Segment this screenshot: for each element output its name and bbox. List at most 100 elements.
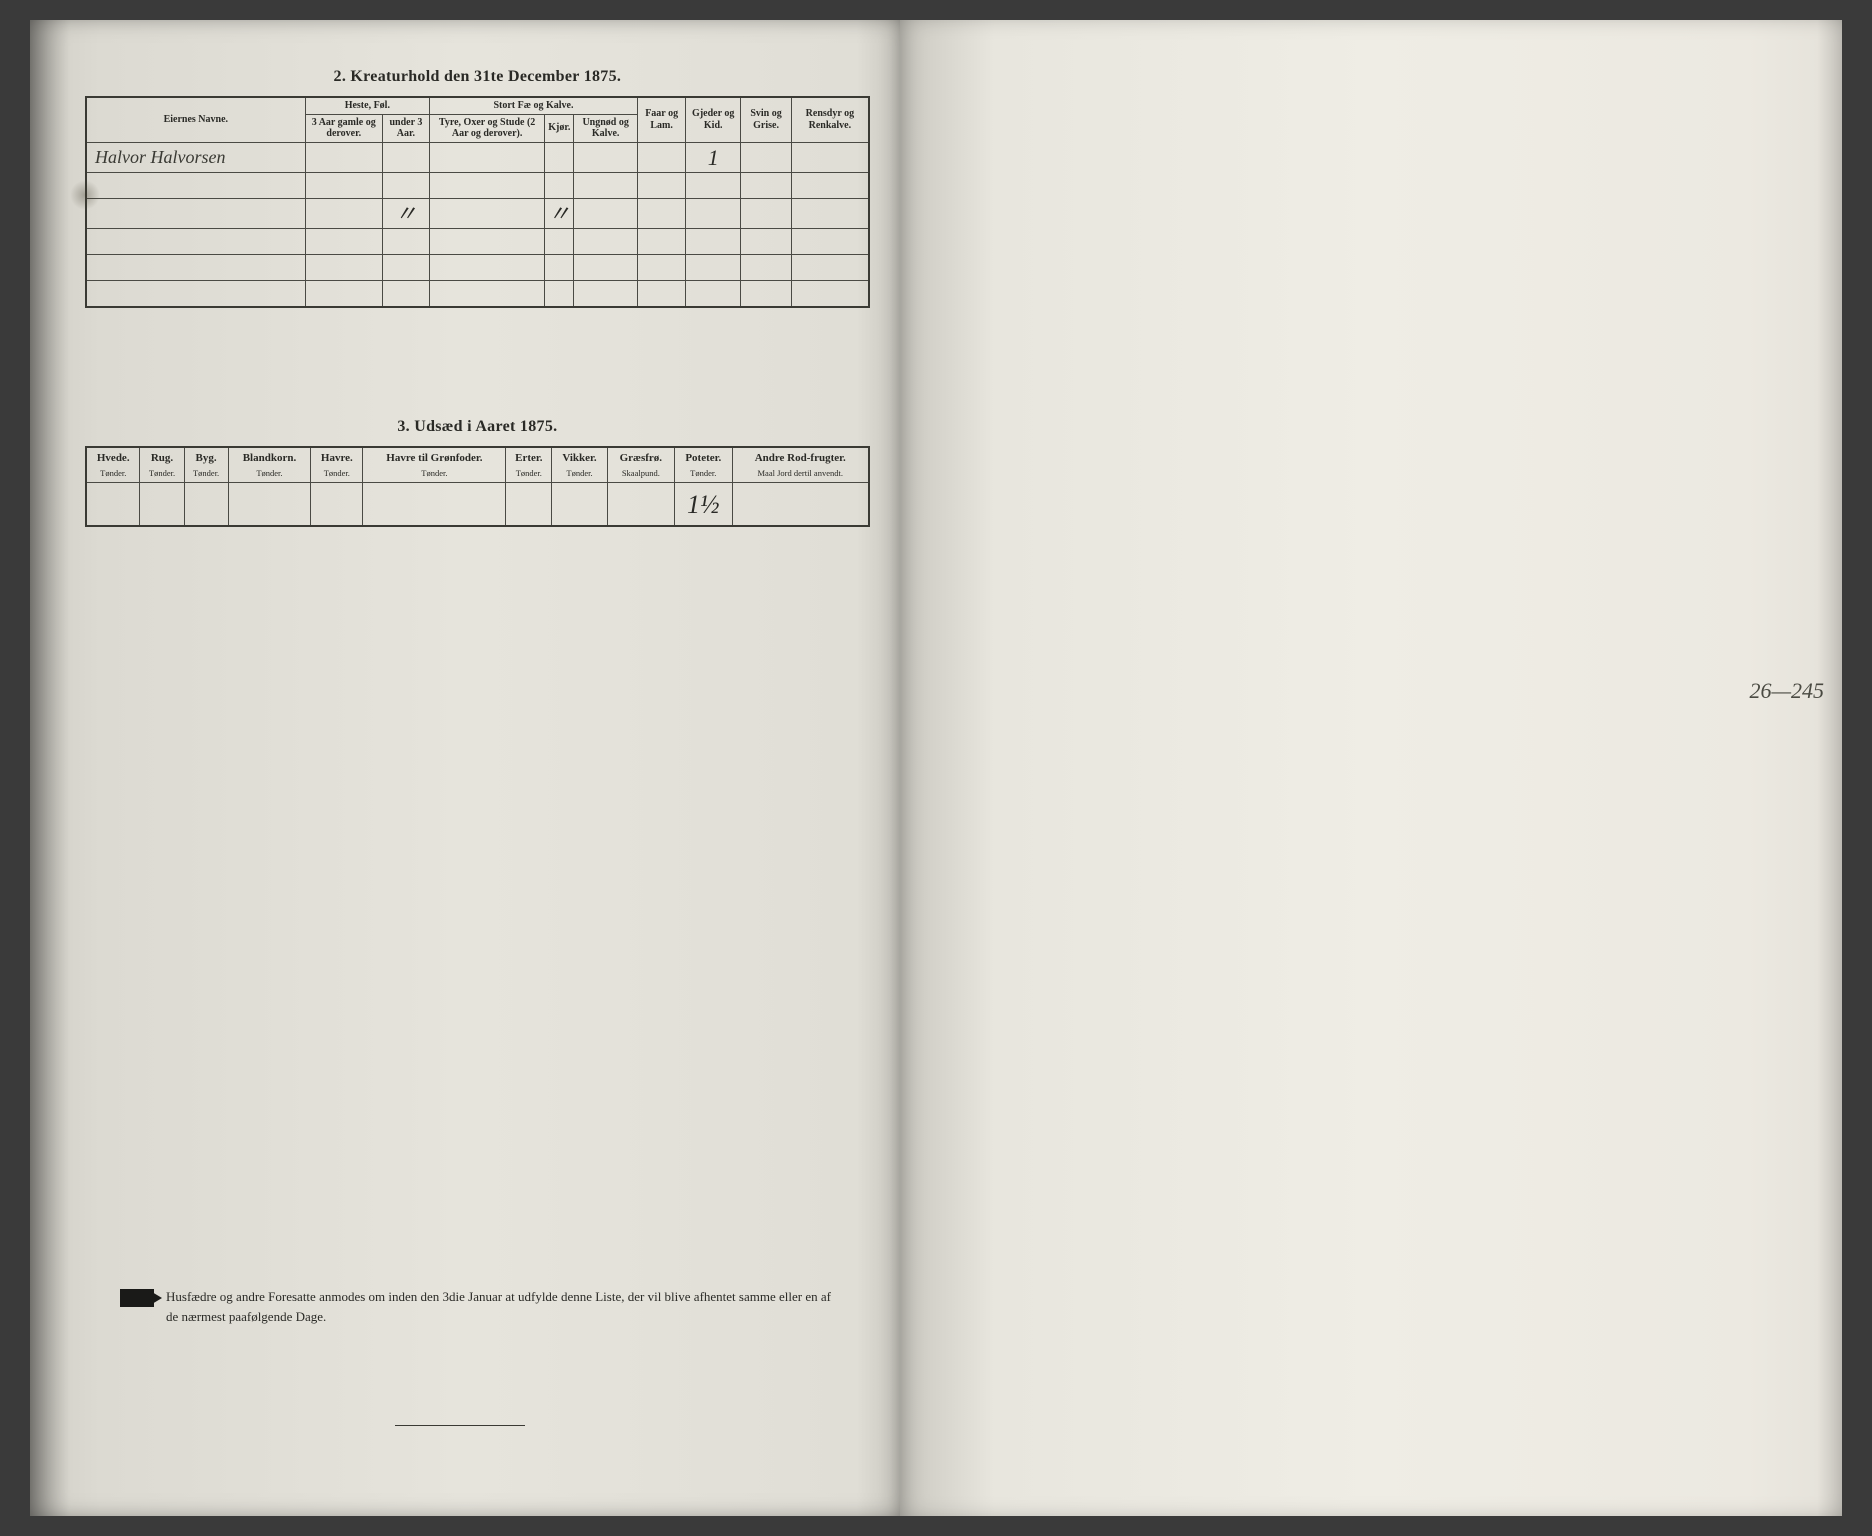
cell xyxy=(574,172,638,198)
cell xyxy=(741,229,792,255)
cell xyxy=(686,198,741,228)
col-svin: Svin og Grise. xyxy=(741,97,792,142)
cell xyxy=(430,172,545,198)
col-header: Hvede.Tønder. xyxy=(86,447,140,483)
cell xyxy=(741,255,792,281)
cell xyxy=(552,482,608,526)
cell xyxy=(86,482,140,526)
cell xyxy=(792,172,869,198)
col-header: Græsfrø.Skaalpund. xyxy=(607,447,674,483)
cell xyxy=(305,142,382,172)
seed-table: Hvede.Tønder.Rug.Tønder.Byg.Tønder.Bland… xyxy=(85,446,870,528)
col-header: Poteter.Tønder. xyxy=(674,447,732,483)
cell xyxy=(792,198,869,228)
cell: 1½ xyxy=(674,482,732,526)
cell xyxy=(741,172,792,198)
cell xyxy=(574,281,638,307)
col-header: Blandkorn.Tønder. xyxy=(228,447,311,483)
cell xyxy=(86,229,305,255)
cell: 1 xyxy=(686,142,741,172)
cell xyxy=(732,482,869,526)
cell xyxy=(305,198,382,228)
col-stort-c: Ungnød og Kalve. xyxy=(574,114,638,142)
cell xyxy=(305,172,382,198)
cell xyxy=(430,142,545,172)
table-row xyxy=(86,229,869,255)
cell xyxy=(311,482,363,526)
right-page: 26—245 xyxy=(900,20,1842,1516)
cell xyxy=(430,281,545,307)
col-heste-b: under 3 Aar. xyxy=(382,114,429,142)
col-header: Byg.Tønder. xyxy=(184,447,228,483)
col-faar: Faar og Lam. xyxy=(637,97,685,142)
cell xyxy=(363,482,506,526)
col-header: Rug.Tønder. xyxy=(140,447,184,483)
col-header: Andre Rod-frugter.Maal Jord dertil anven… xyxy=(732,447,869,483)
col-gjeder: Gjeder og Kid. xyxy=(686,97,741,142)
cell xyxy=(430,229,545,255)
col-stort-group: Stort Fæ og Kalve. xyxy=(430,97,638,114)
cell xyxy=(86,172,305,198)
cell xyxy=(741,198,792,228)
pointing-hand-icon xyxy=(120,1289,154,1307)
cell xyxy=(86,255,305,281)
cell xyxy=(545,281,574,307)
col-heste-group: Heste, Føl. xyxy=(305,97,429,114)
table-row: 〃〃 xyxy=(86,198,869,228)
col-header: Erter.Tønder. xyxy=(506,447,552,483)
cell: Halvor Halvorsen xyxy=(86,142,305,172)
cell xyxy=(382,142,429,172)
cell xyxy=(86,198,305,228)
left-page: 2. Kreaturhold den 31te December 1875. E… xyxy=(30,20,900,1516)
col-stort-b: Kjør. xyxy=(545,114,574,142)
cell xyxy=(545,229,574,255)
table3-title: 3. Udsæd i Aaret 1875. xyxy=(85,418,870,436)
edge-annotation: 26—245 xyxy=(1749,678,1824,704)
cell xyxy=(637,198,685,228)
table-row: 1½ xyxy=(86,482,869,526)
col-stort-a: Tyre, Oxer og Stude (2 Aar og derover). xyxy=(430,114,545,142)
cell xyxy=(382,172,429,198)
table2-body: Halvor Halvorsen1〃〃 xyxy=(86,142,869,307)
cell xyxy=(637,255,685,281)
cell xyxy=(637,281,685,307)
col-header: Havre til Grønfoder.Tønder. xyxy=(363,447,506,483)
cell: 〃 xyxy=(545,198,574,228)
cell xyxy=(382,255,429,281)
cell xyxy=(305,229,382,255)
cell xyxy=(506,482,552,526)
cell xyxy=(792,142,869,172)
cell xyxy=(637,142,685,172)
table-row xyxy=(86,172,869,198)
book-spread: 2. Kreaturhold den 31te December 1875. E… xyxy=(30,20,1842,1516)
col-header: Vikker.Tønder. xyxy=(552,447,608,483)
cell xyxy=(574,142,638,172)
cell xyxy=(382,281,429,307)
cell xyxy=(792,281,869,307)
cell xyxy=(545,142,574,172)
cell xyxy=(228,482,311,526)
table3-body: 1½ xyxy=(86,482,869,526)
cell xyxy=(430,255,545,281)
cell xyxy=(140,482,184,526)
livestock-table: Eiernes Navne. Heste, Føl. Stort Fæ og K… xyxy=(85,96,870,308)
cell xyxy=(686,255,741,281)
table-row: Halvor Halvorsen 1 xyxy=(86,142,869,172)
cell xyxy=(545,172,574,198)
col-owner: Eiernes Navne. xyxy=(86,97,305,142)
cell xyxy=(545,255,574,281)
col-rensdyr: Rensdyr og Renkalve. xyxy=(792,97,869,142)
cell xyxy=(741,281,792,307)
footer-rule xyxy=(395,1425,525,1426)
col-heste-a: 3 Aar gamle og derover. xyxy=(305,114,382,142)
cell xyxy=(686,172,741,198)
table-row xyxy=(86,281,869,307)
cell: 〃 xyxy=(382,198,429,228)
cell xyxy=(686,229,741,255)
cell xyxy=(637,172,685,198)
cell xyxy=(184,482,228,526)
cell xyxy=(574,229,638,255)
cell xyxy=(574,255,638,281)
paper-stain xyxy=(70,180,100,210)
col-header: Havre.Tønder. xyxy=(311,447,363,483)
